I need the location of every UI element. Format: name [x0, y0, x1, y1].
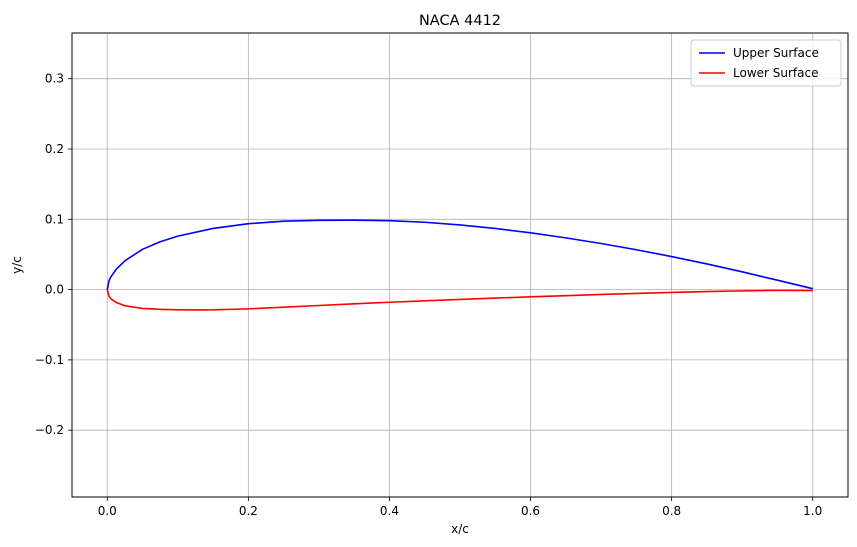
y-axis-label: y/c	[10, 256, 24, 274]
x-axis-ticks: 0.0 0.2 0.4 0.6 0.8 1.0	[98, 497, 822, 518]
x-tick-label: 0.2	[239, 504, 258, 518]
x-tick-label: 0.8	[662, 504, 681, 518]
x-tick-label: 0.6	[521, 504, 540, 518]
legend: Upper Surface Lower Surface	[690, 39, 842, 87]
series-layer	[106, 219, 813, 311]
plot-frame	[71, 32, 849, 498]
y-tick-label: 0.3	[45, 72, 64, 86]
y-tick-label: −0.1	[35, 353, 64, 367]
series-line-lower	[106, 289, 813, 311]
y-axis-ticks: −0.2 −0.1 0.0 0.1 0.2 0.3	[35, 72, 72, 437]
series-line-upper	[106, 219, 813, 290]
chart-title: NACA 4412	[419, 13, 501, 29]
x-tick-label: 0.4	[380, 504, 399, 518]
x-tick-label: 1.0	[803, 504, 822, 518]
grid	[72, 33, 848, 497]
legend-label-lower: Lower Surface	[733, 66, 818, 80]
y-tick-label: 0.0	[45, 283, 64, 297]
x-tick-label: 0.0	[98, 504, 117, 518]
y-tick-label: −0.2	[35, 423, 64, 437]
x-axis-label: x/c	[451, 522, 469, 536]
y-tick-label: 0.1	[45, 212, 64, 226]
legend-box	[690, 39, 842, 87]
y-tick-label: 0.2	[45, 142, 64, 156]
legend-label-upper: Upper Surface	[733, 46, 819, 60]
